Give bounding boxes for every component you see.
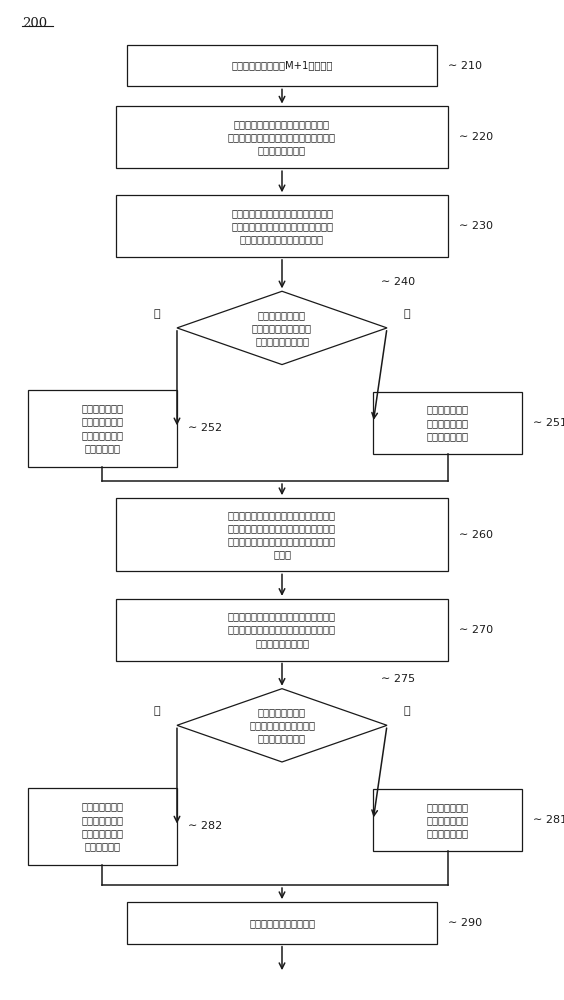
Text: ∼ 290: ∼ 290 [448,918,482,928]
Text: 200: 200 [22,17,47,30]
Text: ∼ 275: ∼ 275 [381,674,416,684]
Text: ∼ 252: ∼ 252 [188,423,222,433]
Text: 否: 否 [404,706,410,716]
Text: 确定是否将该第一
重构帧标记为第一个通
道对应的第一参考帧: 确定是否将该第一 重构帧标记为第一个通 道对应的第一参考帧 [252,310,312,346]
FancyBboxPatch shape [116,195,448,257]
Text: ∼ 260: ∼ 260 [459,530,493,540]
Text: 将第一个通道对
应的原参考帧的
内存单元释放至
该公共缓存池: 将第一个通道对 应的原参考帧的 内存单元释放至 该公共缓存池 [81,403,124,453]
FancyBboxPatch shape [373,392,522,454]
Text: 将公共缓存池划分为M+1个缓存区: 将公共缓存池划分为M+1个缓存区 [231,61,333,71]
Text: ∼ 220: ∼ 220 [459,132,493,142]
Text: ∼ 210: ∼ 210 [448,61,482,71]
Text: ∼ 240: ∼ 240 [381,277,416,287]
FancyBboxPatch shape [116,599,448,661]
FancyBboxPatch shape [28,788,177,865]
Text: 将该公共缓存池中的多个缓存区中的
任一缓存区确定为第一个通道对应的第一
重构帧的内存单元: 将该公共缓存池中的多个缓存区中的 任一缓存区确定为第一个通道对应的第一 重构帧的… [228,119,336,156]
Text: 将该当前通道对
应的原参考帧的
内存单元释放至
该公共缓存池: 将该当前通道对 应的原参考帧的 内存单元释放至 该公共缓存池 [81,802,124,851]
Text: ∼ 281: ∼ 281 [534,815,564,825]
Text: 该当前通道根据该当前通道对应的原参考
帧，对该当前通道的目标图像进行编码处
理得到该第二重构帧: 该当前通道根据该当前通道对应的原参考 帧，对该当前通道的目标图像进行编码处 理得… [228,611,336,648]
Text: 将上一通道释放至公共缓存池中的内存单
元确定为当前通道对应的第二重构帧的内
存单元，该当前通道为除第个一通道之外
的通道: 将上一通道释放至公共缓存池中的内存单 元确定为当前通道对应的第二重构帧的内 存单… [228,510,336,560]
Text: 开始下一通道的编码过程: 开始下一通道的编码过程 [249,918,315,928]
Text: 是: 是 [154,309,160,319]
Text: 确定是否将该第二
重构帧标记为该当前通道
对应的第二参考帧: 确定是否将该第二 重构帧标记为该当前通道 对应的第二参考帧 [249,707,315,744]
FancyBboxPatch shape [28,390,177,467]
Text: 否: 否 [404,309,410,319]
Polygon shape [177,291,387,365]
Text: ∼ 251: ∼ 251 [534,418,564,428]
Text: 是: 是 [154,706,160,716]
Text: 将该第一重构帧
的内存单元释放
至该公共缓存池: 将该第一重构帧 的内存单元释放 至该公共缓存池 [427,405,469,441]
Text: ∼ 270: ∼ 270 [459,625,493,635]
FancyBboxPatch shape [373,789,522,851]
FancyBboxPatch shape [116,106,448,168]
FancyBboxPatch shape [116,498,448,571]
Text: ∼ 282: ∼ 282 [188,821,222,831]
FancyBboxPatch shape [127,902,437,944]
Text: 将该第二重构帧
的内存单元释放
至该公共缓存池: 将该第二重构帧 的内存单元释放 至该公共缓存池 [427,802,469,838]
FancyBboxPatch shape [127,45,437,86]
Text: 该第一个通道根据该第一个通道对应的
原参考帧，对该第一个通道的目标图像
进行编码处理得到该第一重构帧: 该第一个通道根据该第一个通道对应的 原参考帧，对该第一个通道的目标图像 进行编码… [231,208,333,244]
Text: ∼ 230: ∼ 230 [459,221,493,231]
Polygon shape [177,689,387,762]
